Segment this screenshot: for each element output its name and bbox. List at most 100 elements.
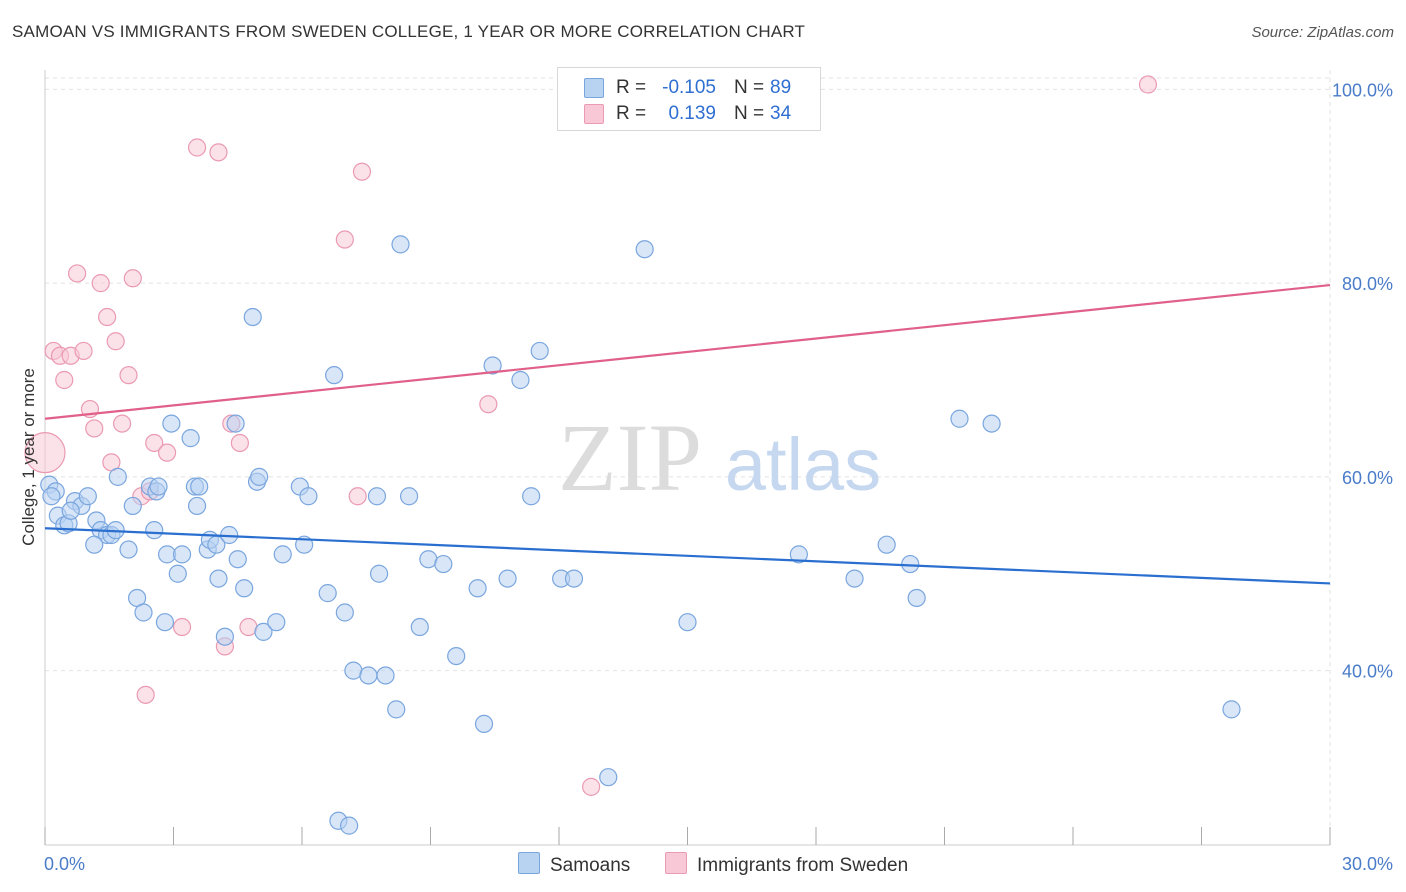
point-sweden bbox=[335, 230, 354, 249]
point-samoans bbox=[215, 627, 234, 646]
point-samoans bbox=[168, 564, 187, 583]
point-samoans bbox=[299, 487, 318, 506]
point-sweden bbox=[145, 433, 164, 453]
point-samoans bbox=[172, 545, 192, 564]
point-samoans bbox=[359, 666, 378, 685]
point-sweden bbox=[209, 143, 228, 162]
point-samoans bbox=[235, 579, 254, 598]
point-samoans bbox=[325, 366, 344, 385]
point-samoans bbox=[340, 816, 359, 835]
watermark-atlas: atlas bbox=[725, 423, 881, 506]
point-samoans bbox=[243, 307, 262, 327]
point-samoans bbox=[511, 370, 530, 390]
point-sweden bbox=[187, 138, 207, 157]
legend-item-sweden: Immigrants from Sweden bbox=[665, 852, 908, 877]
trend-lines bbox=[44, 283, 1331, 585]
legend-swatch-sweden bbox=[584, 104, 604, 124]
point-sweden bbox=[74, 341, 93, 361]
watermark-zip: ZIP bbox=[558, 404, 702, 511]
point-samoans bbox=[190, 477, 209, 496]
point-samoans bbox=[483, 356, 502, 375]
point-samoans bbox=[877, 535, 896, 554]
legend-r-label: R = bbox=[616, 77, 647, 98]
point-samoans bbox=[907, 588, 926, 608]
point-samoans bbox=[474, 714, 494, 734]
legend-swatch-samoans bbox=[518, 852, 540, 874]
y-tick-label: 100.0% bbox=[1332, 80, 1393, 100]
point-samoans bbox=[226, 414, 245, 433]
point-samoans bbox=[387, 700, 406, 719]
point-samoans bbox=[267, 613, 286, 632]
point-sweden bbox=[68, 264, 87, 283]
point-sweden bbox=[98, 307, 117, 327]
point-sweden bbox=[24, 432, 66, 474]
point-samoans bbox=[134, 603, 153, 622]
point-samoans bbox=[61, 501, 80, 520]
legend-n-value: 34 bbox=[770, 103, 792, 124]
legend-label-sweden: Immigrants from Sweden bbox=[697, 855, 909, 876]
y-tick-label: 40.0% bbox=[1342, 662, 1393, 682]
point-samoans bbox=[318, 584, 337, 603]
y-tick-label: 80.0% bbox=[1342, 274, 1393, 294]
point-samoans bbox=[391, 235, 410, 254]
point-sweden bbox=[136, 685, 155, 704]
x-tick-label: 0.0% bbox=[44, 854, 85, 874]
point-samoans bbox=[123, 496, 142, 516]
legend-r-label: R = bbox=[616, 103, 647, 124]
legend-item-samoans: Samoans bbox=[518, 852, 630, 877]
point-samoans bbox=[209, 569, 228, 588]
point-sweden bbox=[157, 443, 177, 462]
legend-swatch-samoans bbox=[584, 78, 604, 98]
point-sweden bbox=[85, 419, 104, 438]
point-samoans bbox=[635, 240, 654, 259]
point-sweden bbox=[112, 414, 132, 433]
point-samoans bbox=[367, 487, 387, 506]
point-samoans bbox=[678, 613, 697, 632]
point-samoans bbox=[149, 477, 168, 496]
legend-n-label: N = bbox=[734, 77, 765, 98]
point-samoans bbox=[119, 540, 138, 559]
point-sweden bbox=[230, 433, 249, 453]
point-sweden bbox=[352, 162, 372, 181]
point-samoans bbox=[564, 569, 584, 588]
point-sweden bbox=[123, 269, 142, 288]
point-samoans bbox=[108, 467, 127, 486]
point-sweden bbox=[119, 366, 138, 385]
legend-n-label: N = bbox=[734, 103, 765, 124]
point-sweden bbox=[106, 332, 125, 351]
point-samoans bbox=[85, 535, 104, 554]
point-samoans bbox=[982, 414, 1001, 433]
chart-title: SAMOAN VS IMMIGRANTS FROM SWEDEN COLLEGE… bbox=[12, 22, 806, 41]
point-samoans bbox=[228, 550, 247, 569]
point-samoans bbox=[254, 622, 273, 641]
point-samoans bbox=[434, 554, 453, 574]
y-tick-label: 60.0% bbox=[1342, 468, 1393, 488]
point-samoans bbox=[145, 521, 164, 540]
point-samoans bbox=[447, 646, 466, 666]
point-sweden bbox=[239, 617, 258, 637]
point-samoans bbox=[399, 487, 419, 506]
correlation-legend: R = -0.105 N = 89 R = 0.139 N = 34 bbox=[557, 67, 821, 131]
series-samoans bbox=[40, 235, 1241, 835]
series-immigrants-from-sweden bbox=[24, 75, 1158, 796]
tick-labels: 40.0% 60.0% 80.0% 100.0% 0.0% 30.0% bbox=[44, 80, 1393, 874]
point-samoans bbox=[42, 487, 61, 506]
legend-r-value: -0.105 bbox=[662, 77, 716, 98]
point-samoans bbox=[599, 768, 618, 787]
point-samoans bbox=[376, 666, 395, 685]
point-samoans bbox=[845, 569, 864, 588]
point-samoans bbox=[155, 613, 175, 632]
point-samoans bbox=[162, 414, 181, 433]
point-samoans bbox=[498, 569, 517, 588]
source-label: Source: ZipAtlas.com bbox=[1251, 24, 1394, 41]
point-sweden bbox=[348, 487, 367, 506]
legend-r-value: 0.139 bbox=[668, 103, 716, 124]
trend-line-samoans bbox=[44, 527, 1331, 585]
y-axis-label: College, 1 year or more bbox=[19, 368, 38, 546]
point-samoans bbox=[181, 429, 200, 448]
trend-line-sweden bbox=[44, 283, 1331, 420]
point-samoans bbox=[522, 487, 541, 506]
point-samoans bbox=[187, 496, 207, 516]
point-sweden bbox=[1138, 75, 1158, 94]
